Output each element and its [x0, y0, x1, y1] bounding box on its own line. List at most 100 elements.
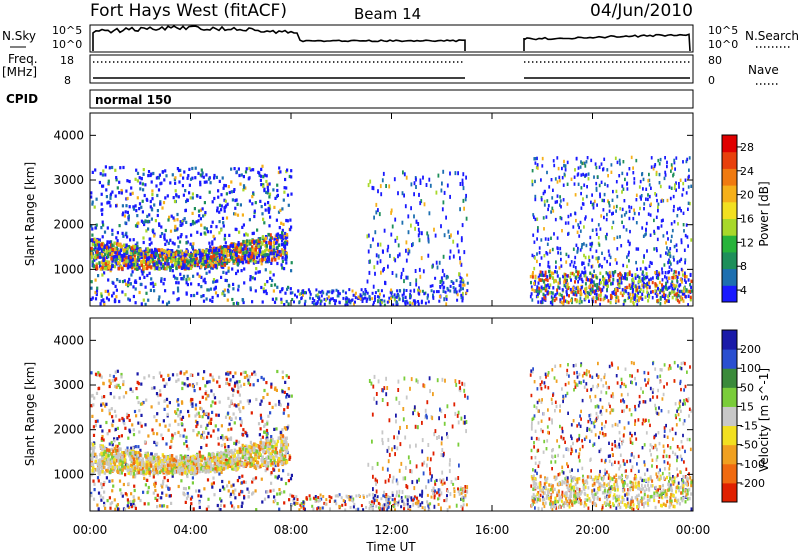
- power-band-cell: [549, 269, 552, 274]
- power-cell: [366, 234, 369, 239]
- velocity-cell: [264, 469, 267, 473]
- power-band-cell: [178, 259, 182, 264]
- power-cell: [90, 297, 93, 301]
- power-cell: [102, 298, 105, 302]
- power-cell: [202, 214, 205, 218]
- velocity-cell: [228, 437, 231, 441]
- power-cell: [566, 202, 569, 206]
- power-cell: [548, 185, 551, 189]
- power-band-cell: [242, 239, 245, 244]
- power-cell: [263, 282, 267, 287]
- power-cell: [553, 232, 555, 236]
- power-band-cell: [557, 281, 560, 285]
- power-band-cell: [103, 245, 106, 249]
- power-cell: [222, 221, 225, 225]
- power-cell: [628, 216, 631, 221]
- power-cell: [234, 212, 237, 216]
- power-cell: [251, 276, 254, 280]
- power-band-cell: [606, 284, 609, 288]
- power-band-cell: [124, 255, 128, 260]
- power-cell: [225, 216, 229, 220]
- velocity-cell: [191, 384, 194, 388]
- velocity-cell: [274, 499, 277, 503]
- beam-label: Beam 14: [354, 5, 421, 23]
- velocity-cell: [188, 486, 191, 490]
- power-cell: [547, 237, 550, 241]
- velocity-cell: [129, 500, 132, 504]
- power-band-cell: [204, 249, 207, 254]
- power-cell: [371, 297, 374, 301]
- power-cell: [150, 277, 153, 281]
- power-band-cell: [570, 290, 573, 294]
- power-cell: [533, 215, 535, 219]
- power-cell: [238, 173, 241, 178]
- power-band-cell: [233, 254, 237, 258]
- power-band-cell: [682, 289, 685, 293]
- power-cell: [690, 238, 693, 242]
- power-cell: [387, 244, 390, 249]
- power-cell: [674, 167, 676, 171]
- power-band-cell: [218, 259, 221, 263]
- power-band-cell: [676, 298, 679, 303]
- velocity-cell: [166, 505, 169, 509]
- power-band-cell: [168, 250, 171, 254]
- power-cell: [690, 184, 693, 188]
- power-band-cell: [671, 290, 674, 294]
- power-band-cell: [269, 239, 272, 243]
- velocity-cell: [156, 498, 159, 502]
- power-band-cell: [670, 284, 673, 288]
- power-band-cell: [610, 282, 612, 286]
- velocity-cell: [127, 482, 130, 486]
- power-cell: [364, 296, 367, 300]
- power-band-cell: [646, 275, 649, 279]
- velocity-cell: [220, 470, 223, 474]
- power-cell: [419, 289, 422, 293]
- velocity-cell: [126, 498, 129, 502]
- power-cell: [390, 210, 392, 215]
- power-band-cell: [124, 245, 127, 250]
- power-ytick-label: 2000: [53, 218, 84, 232]
- power-cell: [241, 213, 244, 217]
- velocity-cell: [274, 475, 277, 479]
- power-band-cell: [106, 260, 109, 264]
- velocity-band-cell: [110, 447, 114, 452]
- power-cell: [611, 212, 613, 216]
- power-cell: [191, 211, 194, 215]
- power-cell: [545, 251, 548, 255]
- power-cell: [348, 288, 351, 292]
- power-band-cell: [656, 284, 659, 288]
- power-cell: [164, 242, 167, 246]
- velocity-cell: [118, 442, 121, 446]
- velocity-cell: [111, 379, 114, 383]
- power-cell: [139, 282, 142, 286]
- velocity-cell: [195, 382, 199, 386]
- power-cell: [535, 294, 538, 299]
- velocity-cell: [205, 507, 208, 511]
- velocity-cell: [156, 432, 159, 436]
- power-cell: [448, 255, 451, 260]
- power-band-cell: [261, 250, 265, 254]
- power-cell: [420, 301, 423, 305]
- power-band-cell: [558, 286, 561, 290]
- power-cell: [220, 252, 223, 256]
- power-cell: [540, 256, 543, 260]
- velocity-cell: [152, 491, 155, 495]
- power-cell: [102, 184, 105, 188]
- power-cell: [280, 263, 283, 267]
- power-cell: [198, 214, 201, 218]
- power-cell: [645, 187, 648, 191]
- power-band-cell: [245, 259, 248, 264]
- velocity-cell: [259, 427, 262, 431]
- velocity-cell: [230, 401, 233, 405]
- power-band-cell: [199, 251, 202, 255]
- velocity-cell: [228, 480, 231, 484]
- power-band-cell: [194, 253, 197, 258]
- power-cell: [222, 265, 225, 269]
- power-cell: [169, 268, 172, 272]
- power-cell: [255, 256, 259, 260]
- power-cell: [94, 226, 97, 230]
- power-cell: [595, 256, 598, 261]
- power-cell: [261, 300, 264, 304]
- power-band-cell: [599, 287, 602, 291]
- power-cell: [98, 180, 101, 185]
